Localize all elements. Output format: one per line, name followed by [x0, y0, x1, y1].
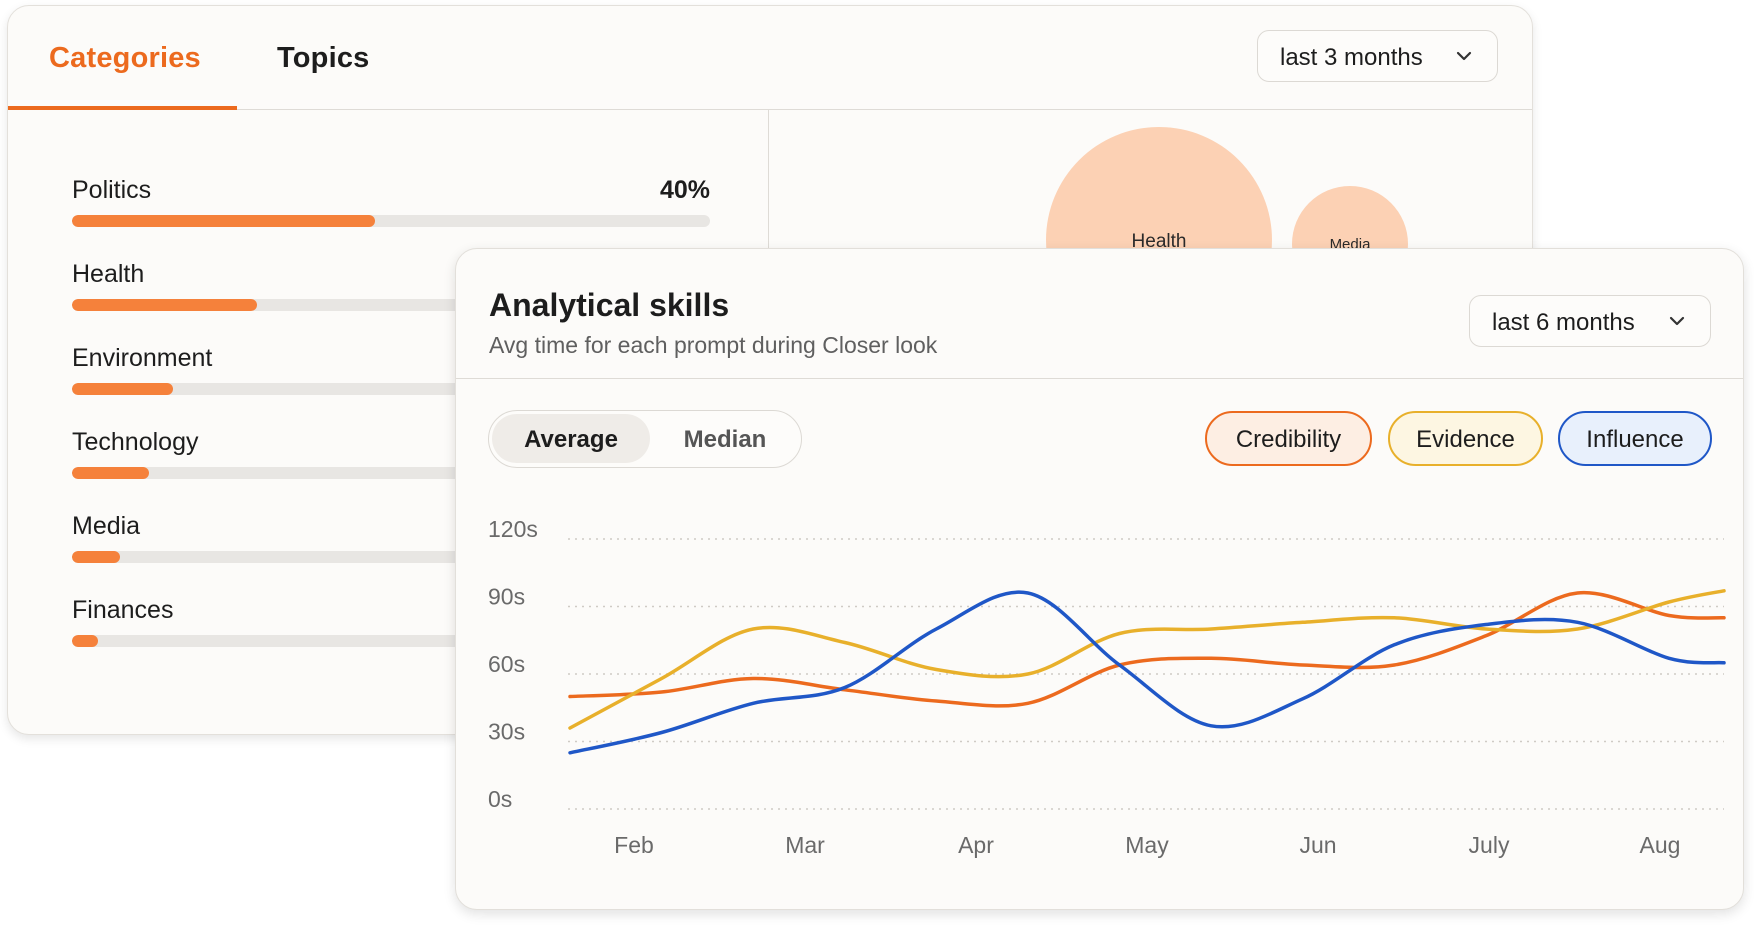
analytical-skills-card: Analytical skills Avg time for each prom… — [455, 248, 1744, 910]
card-subtitle: Avg time for each prompt during Closer l… — [489, 332, 938, 358]
y-tick-label: 60s — [488, 651, 525, 677]
range-dropdown-analytical[interactable]: last 6 months — [1469, 295, 1711, 347]
average-median-toggle: Average Median — [488, 410, 802, 468]
range-dropdown-label: last 3 months — [1280, 44, 1423, 71]
bubble-label: Health — [1131, 231, 1187, 252]
active-tab-indicator — [8, 106, 237, 110]
category-progress-fill — [72, 383, 173, 395]
tab-categories[interactable]: Categories — [49, 42, 201, 74]
category-progress-track — [72, 215, 710, 227]
x-tick-label: May — [1125, 832, 1169, 858]
category-progress-fill — [72, 299, 258, 311]
median-toggle-button[interactable]: Median — [650, 414, 800, 463]
line-chart: 120s 90s 60s 30s 0s Feb Mar Apr May Jun July Aug — [488, 516, 1726, 858]
x-tick-label: Apr — [958, 832, 994, 858]
chart-series — [568, 589, 1726, 755]
category-label: Politics — [72, 176, 152, 204]
chart-x-axis: Feb Mar Apr May Jun July Aug — [614, 832, 1680, 858]
range-dropdown-label: last 6 months — [1492, 309, 1635, 336]
chart-y-axis: 120s 90s 60s 30s 0s — [488, 516, 538, 812]
series-line-evidence — [568, 589, 1726, 730]
category-item-politics: Politics 40% — [72, 176, 710, 236]
y-tick-label: 30s — [488, 719, 525, 745]
x-tick-label: Aug — [1640, 832, 1681, 858]
legend-evidence-chip[interactable]: Evidence — [1388, 411, 1543, 466]
legend-label: Credibility — [1235, 426, 1342, 453]
category-progress-fill — [72, 551, 120, 563]
category-progress-fill — [72, 467, 149, 479]
y-tick-label: 0s — [488, 786, 512, 812]
category-label: Environment — [72, 344, 213, 372]
category-percent: 40% — [659, 176, 710, 204]
average-toggle-label: Average — [524, 426, 618, 453]
x-tick-label: Mar — [785, 832, 825, 858]
tab-bar: Categories Topics last 3 months — [8, 6, 1532, 110]
series-line-influence — [568, 590, 1726, 755]
median-toggle-label: Median — [683, 426, 767, 453]
card-header: Analytical skills Avg time for each prom… — [456, 249, 1743, 379]
range-dropdown-categories[interactable]: last 3 months — [1257, 30, 1498, 82]
category-label: Media — [72, 512, 141, 540]
tab-topics[interactable]: Topics — [277, 42, 370, 74]
series-line-credibility — [568, 590, 1726, 708]
legend-label: Evidence — [1416, 426, 1515, 453]
category-label: Finances — [72, 596, 174, 624]
x-tick-label: Feb — [614, 832, 654, 858]
category-progress-fill — [72, 635, 98, 647]
chart-gridlines — [568, 538, 1724, 810]
category-progress-fill — [72, 215, 376, 227]
x-tick-label: July — [1469, 832, 1510, 858]
y-tick-label: 120s — [488, 516, 538, 542]
category-label: Technology — [72, 428, 199, 456]
legend-credibility-chip[interactable]: Credibility — [1205, 411, 1372, 466]
x-tick-label: Jun — [1299, 832, 1336, 858]
chevron-down-icon — [1456, 51, 1472, 61]
chevron-down-icon — [1669, 316, 1685, 326]
legend-label: Influence — [1586, 426, 1684, 453]
average-toggle-button[interactable]: Average — [492, 414, 650, 463]
legend-influence-chip[interactable]: Influence — [1558, 411, 1712, 466]
category-label: Health — [72, 260, 145, 288]
card-title: Analytical skills — [489, 287, 730, 323]
y-tick-label: 90s — [488, 584, 525, 610]
